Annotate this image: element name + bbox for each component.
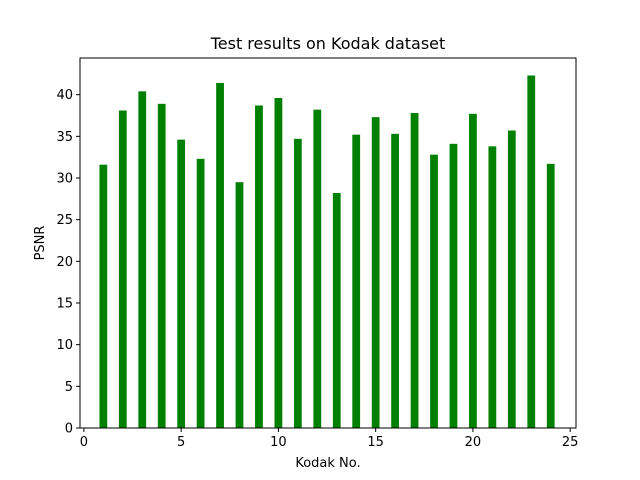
- y-tick-label: 5: [65, 380, 73, 395]
- bar-kodak-2: [118, 110, 127, 428]
- plot-frame: [79, 57, 577, 429]
- y-tick-label: 40: [56, 88, 73, 103]
- y-tick-label: 30: [56, 172, 73, 187]
- bar-kodak-6: [196, 158, 205, 429]
- y-tick-label: 0: [65, 422, 73, 437]
- bar-kodak-19: [449, 143, 458, 429]
- bars-group: [99, 75, 555, 429]
- chart-title: Test results on Kodak dataset: [210, 34, 446, 53]
- bar-kodak-13: [332, 193, 341, 428]
- bar-kodak-24: [546, 163, 555, 429]
- bar-kodak-22: [507, 130, 516, 428]
- y-axis-label: PSNR: [33, 226, 48, 261]
- y-tick-label: 20: [56, 255, 73, 270]
- bar-kodak-21: [488, 146, 497, 429]
- bar-kodak-16: [391, 133, 399, 429]
- bar-kodak-18: [430, 154, 438, 428]
- x-axis-label: Kodak No.: [295, 456, 360, 471]
- x-tick-label: 10: [270, 435, 287, 450]
- y-tick-label: 10: [56, 338, 73, 353]
- x-tick-label: 20: [465, 435, 482, 450]
- bar-kodak-12: [313, 109, 322, 429]
- bar-kodak-14: [352, 134, 361, 428]
- x-tick-label: 5: [177, 435, 185, 450]
- bar-kodak-4: [157, 103, 166, 428]
- y-tick-label: 35: [56, 130, 73, 145]
- bar-kodak-9: [255, 105, 263, 428]
- x-axis-ticks: 0 5 10 15 20 25: [80, 428, 579, 450]
- bar-kodak-3: [138, 91, 147, 428]
- y-tick-label: 15: [56, 297, 73, 312]
- bar-kodak-17: [410, 113, 419, 428]
- bar-kodak-15: [371, 117, 380, 429]
- bar-kodak-20: [469, 113, 477, 428]
- bar-kodak-10: [274, 98, 283, 428]
- y-tick-label: 25: [56, 213, 73, 228]
- bar-kodak-5: [177, 139, 186, 428]
- bar-kodak-11: [293, 138, 302, 429]
- bar-kodak-1: [99, 164, 108, 428]
- x-tick-label: 25: [562, 435, 579, 450]
- x-tick-label: 15: [367, 435, 384, 450]
- bar-kodak-7: [216, 83, 224, 428]
- bar-kodak-23: [527, 75, 536, 428]
- y-axis-ticks: 0 5 10 15 20 25 30 35 40: [56, 88, 80, 437]
- bar-kodak-8: [235, 182, 244, 428]
- x-tick-label: 0: [80, 435, 88, 450]
